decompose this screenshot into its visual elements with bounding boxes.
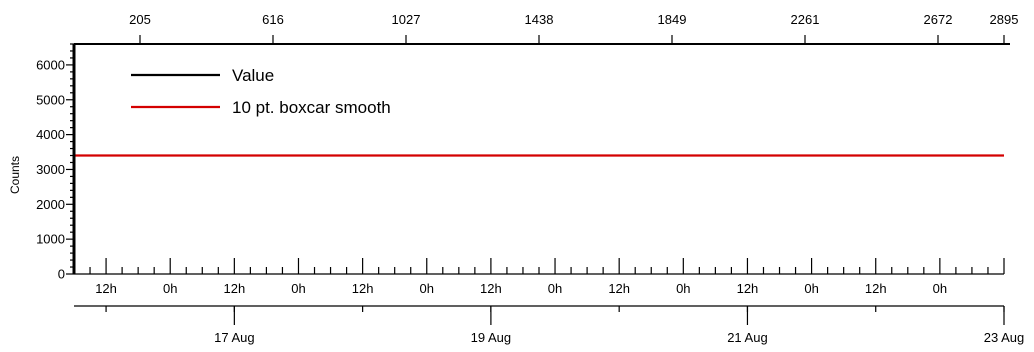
top-tick-label: 2261	[791, 12, 820, 27]
top-tick-label: 616	[262, 12, 284, 27]
x-tick-label: 12h	[608, 281, 630, 296]
axes: 0 1000 2000 3000 4000 5000 6000 205 616 1027 1438 1…	[36, 12, 1024, 345]
x-tick-label: 0h	[420, 281, 434, 296]
top-tick-label: 1027	[392, 12, 421, 27]
x-tick-label: 0h	[804, 281, 818, 296]
x-tick-label: 0h	[291, 281, 305, 296]
top-tick-label: 2895	[990, 12, 1019, 27]
date-tick-label: 23 Aug	[984, 330, 1025, 345]
y-tick-label: 4000	[36, 127, 65, 142]
legend-label: 10 pt. boxcar smooth	[232, 98, 391, 117]
x-tick-label: 0h	[933, 281, 947, 296]
top-tick-label: 2672	[924, 12, 953, 27]
date-tick-label: 17 Aug	[214, 330, 255, 345]
date-tick-label: 21 Aug	[727, 330, 768, 345]
legend-label: Value	[232, 66, 274, 85]
y-tick-label: 6000	[36, 57, 65, 72]
y-axis-title: Counts	[8, 156, 22, 194]
date-tick-label: 19 Aug	[471, 330, 512, 345]
x-tick-label: 12h	[223, 281, 245, 296]
x-tick-label: 12h	[480, 281, 502, 296]
legend: Value 10 pt. boxcar smooth	[131, 66, 391, 117]
y-tick-label: 5000	[36, 92, 65, 107]
y-tick-label: 1000	[36, 232, 65, 247]
x-tick-label: 12h	[352, 281, 374, 296]
x-tick-label: 12h	[737, 281, 759, 296]
top-tick-label: 1438	[525, 12, 554, 27]
x-tick-label: 0h	[163, 281, 177, 296]
y-tick-label: 3000	[36, 162, 65, 177]
x-tick-label: 0h	[676, 281, 690, 296]
top-tick-label: 1849	[658, 12, 687, 27]
top-tick-label: 205	[129, 12, 151, 27]
x-tick-label: 12h	[865, 281, 887, 296]
x-tick-label: 0h	[548, 281, 562, 296]
x-tick-label: 12h	[95, 281, 117, 296]
y-tick-label: 0	[58, 267, 65, 282]
y-tick-label: 2000	[36, 197, 65, 212]
